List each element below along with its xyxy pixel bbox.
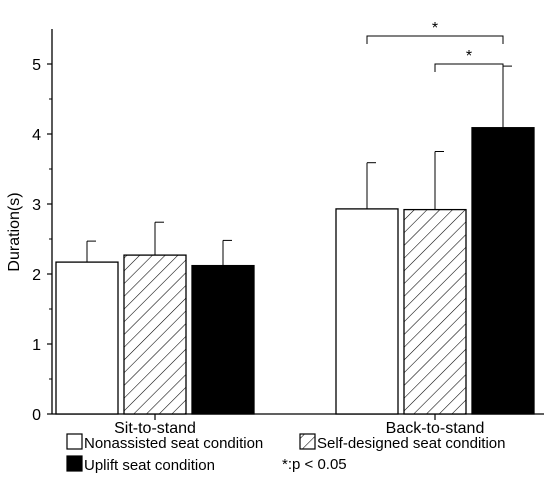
x-tick-label: Sit-to-stand xyxy=(114,420,196,437)
legend-label: Nonassisted seat condition xyxy=(84,435,263,452)
legend: Nonassisted seat condition Self-designed … xyxy=(66,433,505,474)
legend-swatch xyxy=(66,455,83,472)
bar xyxy=(403,208,467,415)
significance-star: * xyxy=(466,48,472,65)
significance-note: *:p < 0.05 xyxy=(282,456,347,473)
legend-label: Uplift seat condition xyxy=(84,457,215,474)
x-tick-label: Back-to-stand xyxy=(386,420,485,437)
legend-swatch xyxy=(299,433,316,450)
significance-star: * xyxy=(432,20,438,37)
bar xyxy=(55,261,119,415)
y-tick-label: 0 xyxy=(32,407,41,424)
bar xyxy=(335,208,399,415)
plot-area: 0 1 2 3 4 5 Sit-to-stand Back-to-stand * * xyxy=(32,20,544,437)
y-axis-label: Duration(s) xyxy=(6,192,23,271)
y-tick-label: 4 xyxy=(32,127,41,144)
y-tick-label: 1 xyxy=(32,337,41,354)
y-tick-label: 5 xyxy=(32,57,41,74)
significance-bracket xyxy=(366,35,504,44)
significance-bracket xyxy=(434,63,504,72)
legend-label: Self-designed seat condition xyxy=(317,435,505,452)
bar xyxy=(191,264,255,415)
bar xyxy=(123,254,187,415)
y-tick-label: 2 xyxy=(32,267,41,284)
y-tick-label: 3 xyxy=(32,197,41,214)
legend-swatch xyxy=(66,433,83,450)
bar xyxy=(471,127,535,415)
